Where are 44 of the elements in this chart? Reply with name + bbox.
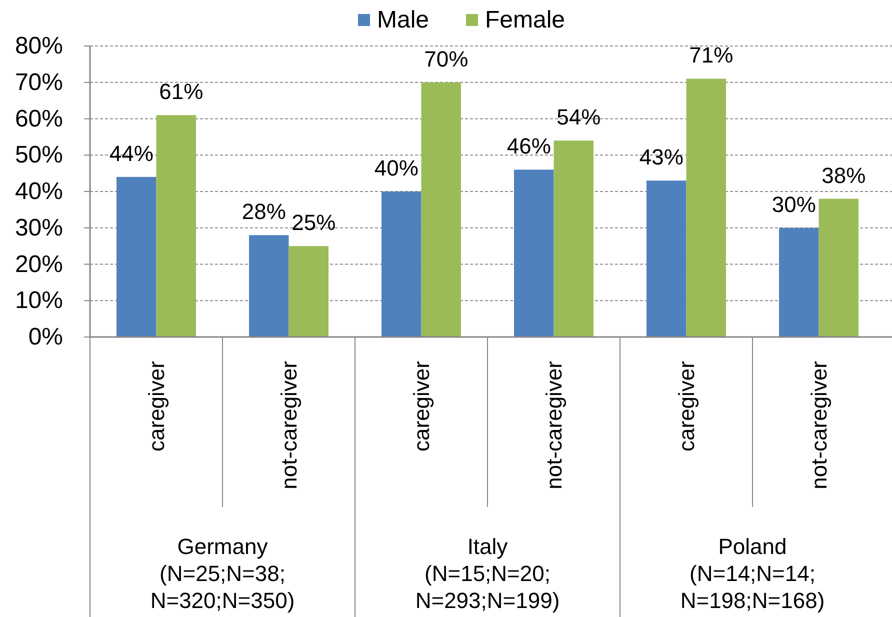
y-tick-label: 70%	[14, 68, 63, 96]
legend-label: Male	[377, 6, 430, 34]
text: Germany (N=25;N=38; N=320;N=350)	[150, 534, 295, 613]
legend-label: Female	[485, 6, 566, 34]
x-tick-label: not-caregiver	[276, 361, 302, 490]
y-tick-label: 20%	[14, 250, 63, 278]
bar	[514, 170, 554, 337]
data-label: 30%	[772, 192, 816, 217]
bar	[554, 140, 594, 337]
bar	[249, 235, 289, 337]
y-tick-label: 60%	[14, 105, 63, 132]
bar	[116, 176, 156, 337]
bar	[686, 78, 726, 337]
y-tick-label: 0%	[28, 324, 63, 350]
data-label: 25%	[292, 210, 336, 236]
text: Poland (N=14;N=14; N=198;N=168)	[680, 534, 825, 613]
data-label: 43%	[639, 144, 684, 170]
y-tick-label: 10%	[14, 287, 63, 314]
bar	[382, 192, 422, 337]
y-tick-label: 80%	[14, 32, 63, 60]
x-tick-label: not-caregiver	[806, 361, 832, 490]
data-label: 44%	[109, 140, 154, 166]
bar	[818, 198, 858, 337]
data-label: 38%	[822, 162, 866, 188]
y-tick-label: 50%	[14, 142, 63, 169]
y-tick-label: 30%	[14, 214, 63, 242]
data-label: 46%	[506, 134, 551, 159]
bar	[421, 82, 461, 337]
x-tick-label: not-caregiver	[541, 361, 566, 490]
x-tick-label: caregiver	[674, 361, 699, 452]
x-tick-label: caregiver	[408, 361, 434, 452]
bar	[646, 180, 686, 337]
data-label: 71%	[689, 42, 734, 68]
data-label: 70%	[424, 46, 468, 72]
x-tick-label: caregiver	[144, 361, 169, 452]
y-tick-label: 40%	[14, 178, 63, 205]
bar	[288, 246, 328, 337]
data-label: 40%	[374, 156, 418, 180]
data-label: 61%	[159, 79, 204, 104]
bar	[779, 228, 819, 337]
text: Italy (N=15;N=20; N=293;N=199)	[415, 534, 560, 613]
data-label: 28%	[242, 199, 286, 224]
data-label: 54%	[556, 104, 601, 130]
bar	[156, 115, 196, 337]
